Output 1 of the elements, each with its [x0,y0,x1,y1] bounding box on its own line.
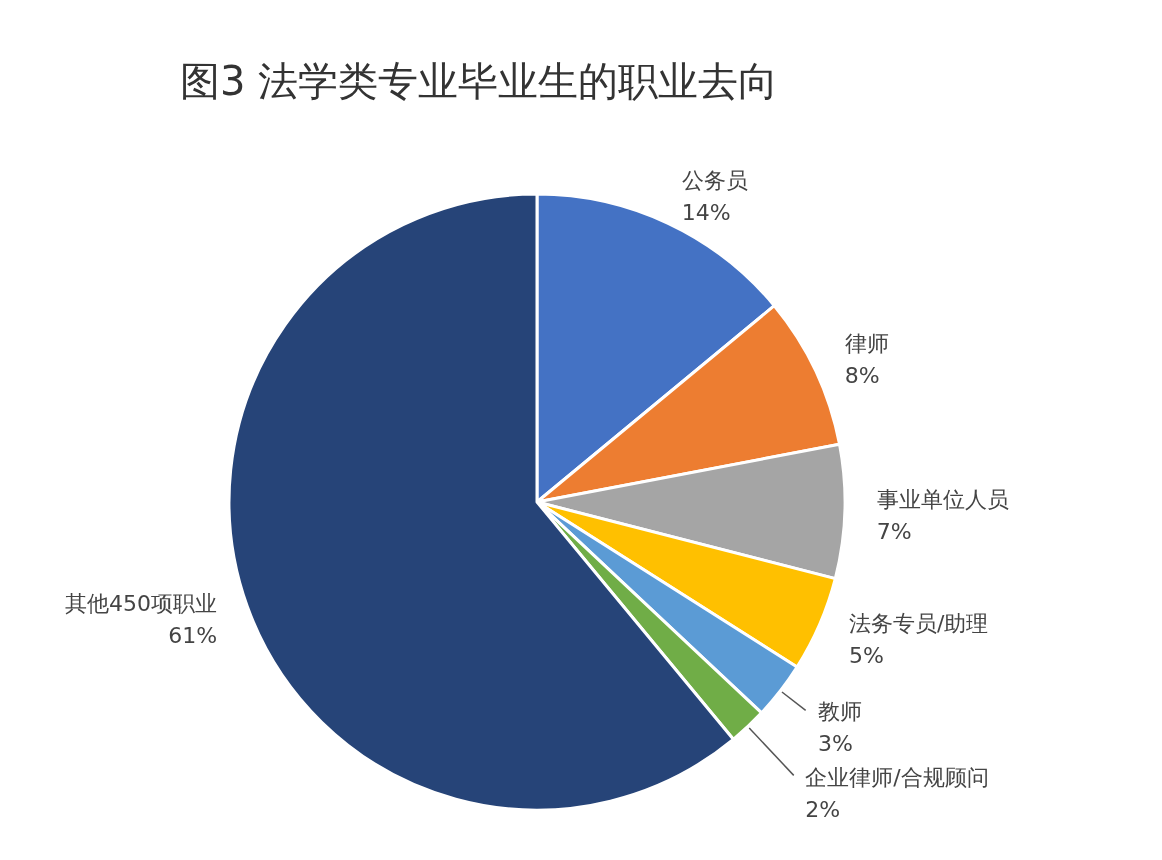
title: 图3 法学类专业毕业生的职业去向 [180,58,779,104]
